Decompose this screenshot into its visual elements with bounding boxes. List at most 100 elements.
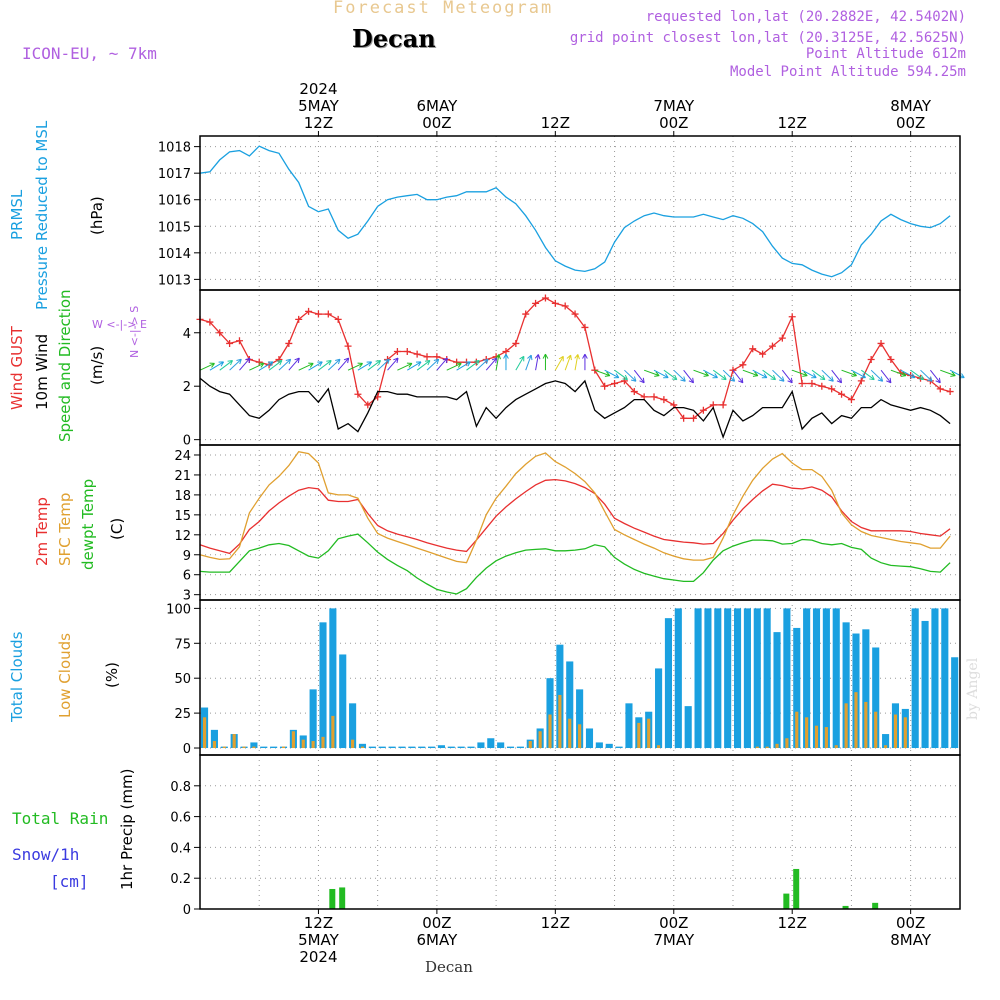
precipitation-bar (842, 905, 849, 909)
gust-marker (887, 355, 895, 363)
gust-marker (522, 310, 530, 318)
wind-arrow (663, 369, 678, 380)
wind-arrow (870, 369, 884, 382)
wind-arrow-head (761, 373, 768, 379)
wind-arrow-head (787, 377, 793, 384)
clouds-bar (911, 608, 919, 749)
time-label-bottom: 7MAY (653, 931, 695, 949)
pressure-ytick-label: 1018 (158, 141, 191, 156)
clouds-ytick-label: 25 (174, 707, 191, 722)
wind-arrow (801, 369, 817, 379)
wind-arrow-head (227, 360, 233, 366)
gust-marker (334, 315, 342, 323)
wind-arrow (880, 369, 892, 384)
wind-arrow-head (465, 361, 471, 367)
gust-marker (551, 299, 559, 307)
low-cloud-bar (311, 741, 315, 749)
model-name: ICON-EU, ~ 7km (22, 44, 157, 63)
gust-marker (847, 396, 855, 404)
wind-arrow (199, 362, 215, 371)
gust-marker (571, 310, 579, 318)
clouds-bar (655, 668, 663, 749)
clouds-bar (516, 746, 524, 749)
wind-arrow-head (950, 371, 956, 377)
wind-arrow-head (836, 377, 843, 384)
time-label-bottom: 2024 (299, 948, 337, 966)
wind-arrow-head (574, 354, 580, 360)
wind-arrow-head (343, 357, 350, 364)
clouds-bar (832, 608, 840, 749)
low-cloud-bar (558, 694, 562, 749)
clouds-bar (704, 608, 712, 749)
wind-arrow-head (851, 371, 857, 377)
low-cloud-bar (212, 741, 216, 749)
gust-marker (611, 380, 619, 388)
wind-arrow (752, 369, 768, 379)
wind-arrow-head (688, 377, 694, 384)
wind-arrow (574, 354, 579, 371)
clouds-bar (388, 746, 396, 749)
gust-marker (828, 385, 836, 393)
temperature-frame (199, 444, 961, 601)
wind-arrow-head (886, 377, 892, 384)
clouds-bar (329, 608, 337, 749)
wind-arrow-head (317, 361, 323, 367)
clouds-bar (694, 608, 702, 749)
precipitation-ytick-label: 0.8 (170, 780, 191, 795)
wind-arrow-head (542, 353, 549, 359)
clouds-bar (437, 745, 445, 749)
temperature-ytick-label: 24 (174, 449, 191, 464)
time-label-top: 8MAY (890, 97, 932, 115)
gust-marker (838, 390, 846, 398)
wind-arrow-head (326, 360, 332, 366)
clouds-bar (585, 728, 594, 749)
wind-arrow-head (258, 362, 265, 368)
clouds-bar (783, 608, 791, 749)
wind-arrow (407, 361, 422, 371)
wind-arrow-head (483, 358, 489, 365)
wind-arrow (949, 369, 965, 379)
gust-marker (808, 380, 816, 388)
low-cloud-bar (291, 731, 295, 749)
gust-marker (393, 347, 401, 355)
wind-arrow (397, 362, 413, 371)
low-cloud-bar (795, 711, 799, 749)
wind-arrow-head (566, 354, 572, 361)
wind-arrow-head (639, 377, 645, 384)
gust-marker (354, 390, 362, 398)
wind-arrow (377, 358, 390, 371)
clouds-ytick-label: 100 (166, 602, 191, 617)
wind-arrow (643, 369, 660, 377)
wind-arrow-head (308, 362, 314, 368)
wind-arrow-head (267, 361, 274, 367)
time-label-top: 00Z (422, 114, 451, 132)
time-label-top: 6MAY (417, 97, 459, 115)
wind-arrow (792, 369, 808, 377)
pressure-ytick-label: 1015 (158, 220, 191, 235)
low-cloud-bar (222, 746, 226, 749)
time-label-bottom: 12Z (778, 914, 807, 932)
wind-arrow-head (218, 361, 225, 367)
low-cloud-bar (874, 711, 878, 749)
clouds-bar (773, 632, 781, 749)
low-cloud-bar (331, 715, 335, 749)
wind-arrow (249, 362, 265, 371)
time-label-top: 12Z (778, 114, 807, 132)
precipitation-bar (872, 902, 879, 909)
clouds-bar (743, 608, 751, 749)
wind-arrow (673, 369, 686, 382)
time-label-top: 00Z (659, 114, 688, 132)
pressure-ytick-label: 1014 (158, 247, 191, 262)
clouds-bar (753, 608, 761, 749)
clouds-bar (576, 689, 584, 749)
low-cloud-bar (202, 717, 207, 749)
wind-arrow (416, 360, 431, 371)
low-cloud-bar (242, 746, 246, 749)
wind-arrow (722, 369, 735, 382)
time-label-bottom: 6MAY (417, 931, 459, 949)
clouds-bar (467, 746, 475, 749)
precip-legend-snow-unit: [cm] (50, 872, 89, 891)
low-cloud-bar (814, 725, 819, 749)
wind-arrow (456, 361, 471, 371)
wind-arrow (515, 356, 525, 371)
